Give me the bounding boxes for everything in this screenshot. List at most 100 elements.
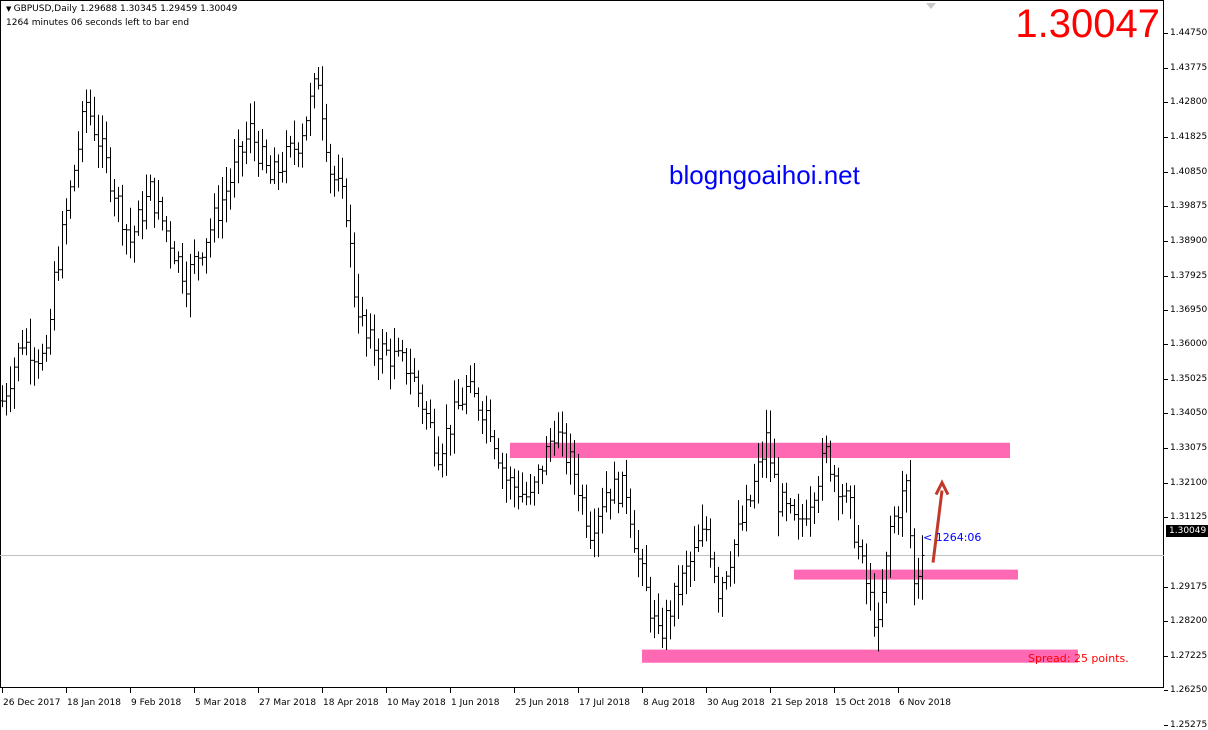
ohlc-bar [248, 103, 253, 154]
ohlc-bar [164, 216, 169, 243]
ohlc-bar [372, 314, 377, 366]
ohlc-bar [336, 154, 341, 192]
y-tick [1164, 240, 1168, 242]
collapse-triangle-icon[interactable]: ▼ [6, 5, 14, 13]
trend-arrow-head-icon [934, 479, 950, 496]
ohlc-bar [664, 599, 669, 651]
ohlc-bar [612, 461, 617, 504]
support-resistance-zone [642, 649, 1078, 663]
ohlc-bar [48, 308, 53, 355]
ohlc-bar [80, 101, 85, 163]
ohlc-bar [560, 411, 565, 457]
ohlc-bar [28, 318, 33, 385]
y-tick-label: 1.31125 [1170, 512, 1208, 523]
ohlc-bar [464, 374, 469, 415]
ohlc-bar [172, 241, 177, 265]
ohlc-bar [816, 476, 821, 513]
ohlc-bar [8, 366, 13, 413]
x-tick [834, 688, 835, 693]
ohlc-bar [868, 563, 873, 611]
ohlc-bar [668, 600, 673, 640]
ohlc-bar [552, 420, 557, 456]
x-tick [898, 688, 899, 693]
x-tick [514, 688, 515, 693]
ohlc-bar [36, 349, 41, 379]
ohlc-bar [376, 338, 381, 381]
ohlc-bar [120, 184, 125, 246]
symbol-ohlc: GBPUSD,Daily 1.29688 1.30345 1.29459 1.3… [13, 4, 238, 14]
ohlc-bar [424, 401, 429, 430]
ohlc-bar [44, 334, 49, 362]
ohlc-bar [788, 497, 793, 514]
ohlc-bar [440, 443, 445, 478]
y-tick [1164, 33, 1168, 34]
x-tick-label: 8 Aug 2018 [643, 698, 695, 708]
ohlc-bar [836, 467, 841, 521]
price-axis[interactable]: 1.44750 1.43775 1.42800 1.41825 1.40850 1.398… [1164, 0, 1208, 730]
ohlc-bar [288, 135, 293, 158]
ohlc-bar [900, 470, 905, 537]
ohlc-bar [624, 459, 629, 515]
current-price-tag: 1.30049 [1166, 525, 1208, 537]
x-tick-label: 6 Nov 2018 [899, 698, 951, 708]
x-tick [66, 688, 67, 693]
ohlc-bar [804, 499, 809, 526]
ohlc-bar [212, 193, 217, 243]
ohlc-bar [596, 507, 601, 557]
ohlc-bar [436, 436, 441, 471]
ohlc-bar [264, 139, 269, 174]
ohlc-bar [616, 471, 621, 514]
ohlc-bar [744, 484, 749, 532]
ohlc-bar [0, 385, 5, 408]
chart-shift-marker-icon[interactable] [926, 3, 936, 9]
ohlc-bar [68, 180, 73, 219]
ohlc-bar [104, 121, 109, 174]
support-resistance-zone [794, 569, 1018, 580]
ohlc-bar [796, 493, 801, 540]
ohlc-bar [144, 174, 149, 230]
ohlc-bar [268, 155, 273, 184]
ohlc-bar [200, 252, 205, 266]
ohlc-bar [16, 342, 21, 382]
ohlc-bar [432, 408, 437, 467]
ohlc-bar [32, 347, 37, 386]
ohlc-bar [776, 457, 781, 537]
ohlc-bar [356, 273, 361, 334]
ohlc-bar [128, 207, 133, 259]
ohlc-bar [732, 539, 737, 584]
ohlc-bar [724, 571, 729, 590]
ohlc-bar [64, 198, 69, 245]
y-tick [1164, 725, 1168, 727]
ohlc-bar [148, 174, 153, 201]
y-tick [1164, 586, 1168, 588]
ohlc-bar [312, 73, 317, 109]
y-tick [1164, 517, 1168, 519]
ohlc-bar [888, 515, 893, 578]
ohlc-bar [180, 242, 185, 294]
ohlc-bar [384, 332, 389, 356]
ohlc-bar [12, 357, 17, 409]
x-tick-label: 18 Jan 2018 [67, 698, 121, 708]
x-tick-label: 25 Jun 2018 [515, 698, 570, 708]
ohlc-bar [740, 505, 745, 531]
x-tick [770, 688, 771, 693]
chart-area[interactable] [0, 0, 1164, 688]
ohlc-bar [792, 499, 797, 521]
x-tick-label: 18 Apr 2018 [323, 698, 379, 708]
ohlc-bar [40, 343, 45, 371]
ohlc-bar [220, 176, 225, 239]
ohlc-bar [96, 114, 101, 169]
x-tick [322, 688, 323, 693]
ohlc-bar [864, 543, 869, 605]
ohlc-bar [780, 483, 785, 517]
ohlc-bar [708, 518, 713, 568]
y-tick-label: 1.43775 [1170, 62, 1208, 73]
y-tick-label: 1.41825 [1170, 131, 1208, 142]
y-tick-label: 1.35025 [1170, 373, 1208, 384]
ohlc-bar [516, 470, 521, 510]
ohlc-bar [564, 423, 569, 475]
y-tick-label: 1.26250 [1170, 685, 1208, 696]
trend-arrow-shaft [931, 490, 944, 563]
ohlc-bar [284, 130, 289, 184]
support-resistance-zone [510, 442, 1010, 459]
